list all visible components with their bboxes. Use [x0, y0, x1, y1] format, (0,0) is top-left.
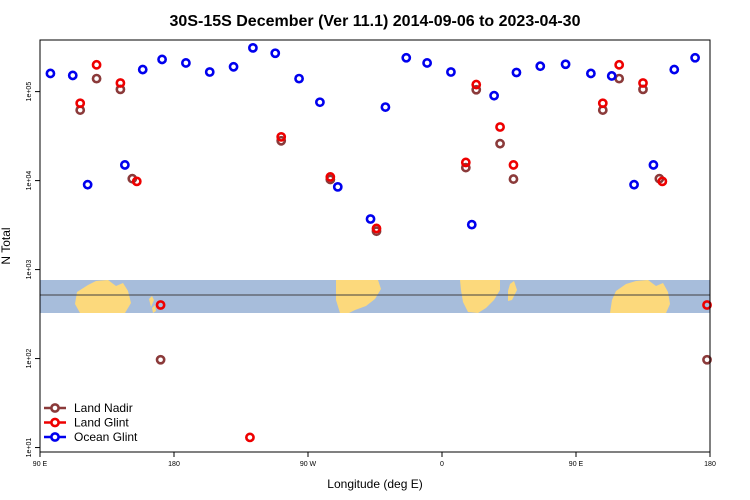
ocean-glint-point: [585, 68, 596, 79]
legend-marker-ocean-glint: [50, 432, 60, 442]
ocean-glint-point: [606, 71, 617, 81]
chart-title: 30S-15S December (Ver 11.1) 2014-09-06 t…: [170, 13, 581, 30]
land-nadir-point: [460, 162, 471, 173]
ocean-glint-point: [67, 70, 78, 81]
ocean-glint-point: [535, 61, 546, 72]
axes: 90 E 180 90 W 0 90 E 180 1e+01 1e+02 1e+03 1e+04 1…: [26, 82, 716, 468]
ocean-glint-point: [401, 52, 412, 63]
x-tick-label: 90 E: [569, 461, 584, 468]
ocean-glint-point: [648, 160, 659, 170]
ocean-glint-point: [181, 58, 191, 68]
land-nadir-point: [702, 354, 712, 365]
land-nadir-point: [276, 135, 287, 146]
ocean-glint-point: [137, 64, 148, 75]
ocean-glint-point: [511, 67, 522, 78]
x-tick-label: 180: [168, 461, 180, 468]
ocean-glint-point: [270, 48, 281, 59]
ocean-glint-point: [560, 59, 571, 70]
x-tick-label: 0: [440, 461, 444, 468]
land-glint-point: [75, 98, 86, 109]
ocean-glint-point: [489, 90, 500, 101]
data-points: [45, 42, 712, 443]
x-tick-label: 90 E: [33, 461, 48, 468]
y-tick-label: 1e+03: [26, 260, 33, 280]
land-glint-point: [131, 176, 142, 187]
ocean-glint-point: [629, 179, 639, 190]
ocean-glint-point: [332, 181, 343, 192]
land-glint-point: [460, 157, 471, 168]
ocean-glint-point: [380, 102, 391, 112]
land-glint-point: [614, 59, 625, 70]
ocean-glint-point: [228, 61, 239, 72]
land-nadir-point: [91, 73, 102, 84]
ocean-glint-point: [422, 58, 433, 68]
ocean-glint-point: [365, 214, 376, 224]
land-glint-point: [471, 79, 482, 90]
ocean-glint-point: [315, 97, 325, 108]
ocean-glint-point: [82, 179, 93, 190]
ocean-glint-point: [446, 67, 456, 77]
land-glint-point: [245, 432, 255, 443]
ocean-glint-point: [119, 160, 130, 170]
legend-label-ocean-glint: Ocean Glint: [74, 430, 138, 444]
y-tick-label: 1e+02: [26, 349, 33, 369]
y-tick-label: 1e+04: [26, 171, 33, 191]
land-nadir-point: [155, 354, 166, 365]
land-glint-point: [115, 78, 126, 88]
land-nadir-point: [495, 138, 505, 149]
x-axis-label: Longitude (deg E): [327, 477, 422, 491]
plot-frame: [39, 39, 711, 453]
land-glint-point: [91, 59, 102, 70]
land-glint-point: [276, 131, 287, 142]
y-axis-label: N Total: [0, 227, 13, 264]
x-tick-label: 180: [704, 461, 716, 468]
land-glint-point: [325, 172, 336, 182]
land-glint-point: [155, 300, 166, 310]
land-glint-point: [702, 300, 712, 310]
map-land: [75, 280, 670, 313]
world-map-inset: [40, 280, 710, 313]
land-nadir-point: [508, 174, 519, 184]
legend-label-land-nadir: Land Nadir: [74, 401, 133, 415]
ocean-glint-point: [690, 52, 701, 63]
land-glint-point: [657, 176, 668, 187]
legend-marker-land-glint: [50, 417, 60, 428]
ocean-glint-point: [248, 42, 258, 53]
land-glint-point: [495, 122, 505, 132]
land-glint-point: [508, 160, 519, 170]
y-tick-label: 1e+05: [26, 82, 33, 102]
x-tick-label: 90 W: [300, 461, 317, 468]
ocean-glint-point: [669, 64, 680, 75]
ocean-glint-point: [466, 219, 477, 230]
legend-marker-land-nadir: [50, 403, 60, 413]
ocean-glint-point: [157, 54, 167, 65]
ocean-glint-point: [45, 68, 56, 79]
legend-label-land-glint: Land Glint: [74, 416, 129, 430]
y-tick-label: 1e+01: [26, 438, 33, 458]
ocean-glint-point: [294, 73, 304, 84]
land-glint-point: [371, 223, 382, 234]
ocean-glint-point: [204, 67, 215, 77]
land-glint-point: [597, 98, 608, 109]
land-nadir-point: [471, 84, 482, 95]
land-glint-point: [638, 78, 648, 88]
